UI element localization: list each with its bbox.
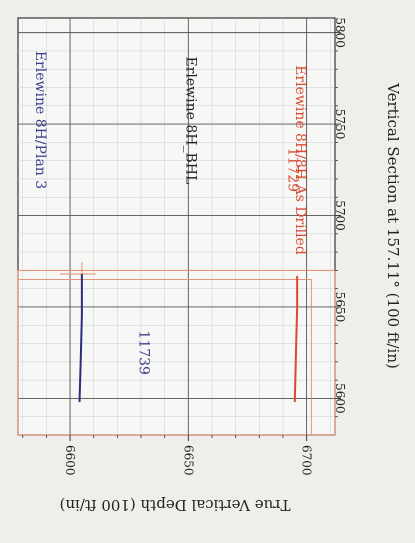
tick-label-tvd: 6600 [63,445,77,476]
legend-plan: Erlewine 8H/Plan 3 [32,51,48,189]
annotation-3: Erlewine 8H_BHL [183,57,199,185]
tick-label-tvd: 6700 [300,445,314,476]
tick-label-tvd: 6650 [181,445,195,476]
tick-label-vs: 5700 [333,200,347,231]
tick-label-vs: 5650 [333,292,347,323]
tick-label-vs: 5600 [333,383,347,414]
plot-area [17,17,336,436]
tick-label-vs: 5800 [333,17,347,48]
legend-as-drilled: Erlewine 8H/8H As Drilled [292,65,308,255]
grid [18,18,335,435]
annotation-1: 11739 [135,330,151,375]
series-line-as-drilled [293,275,299,403]
chart-labels: 11739 11729 Erlewine 8H_BHL Erlewine 8H/Pla… [32,51,402,514]
series-lines [78,274,299,403]
axis-ticks: 6600 6650 6700 5600 5650 5700 5750 5800 [22,17,347,476]
series-line-plan [78,274,83,403]
annotation-2: 11729 [284,148,300,193]
tick-label-vs: 5750 [333,109,347,140]
x-axis-title: Vertical Section at 157.11° (100 ft/in) [384,82,402,369]
y-axis-title: True Vertical Depth (100 ft/in) [60,496,291,514]
